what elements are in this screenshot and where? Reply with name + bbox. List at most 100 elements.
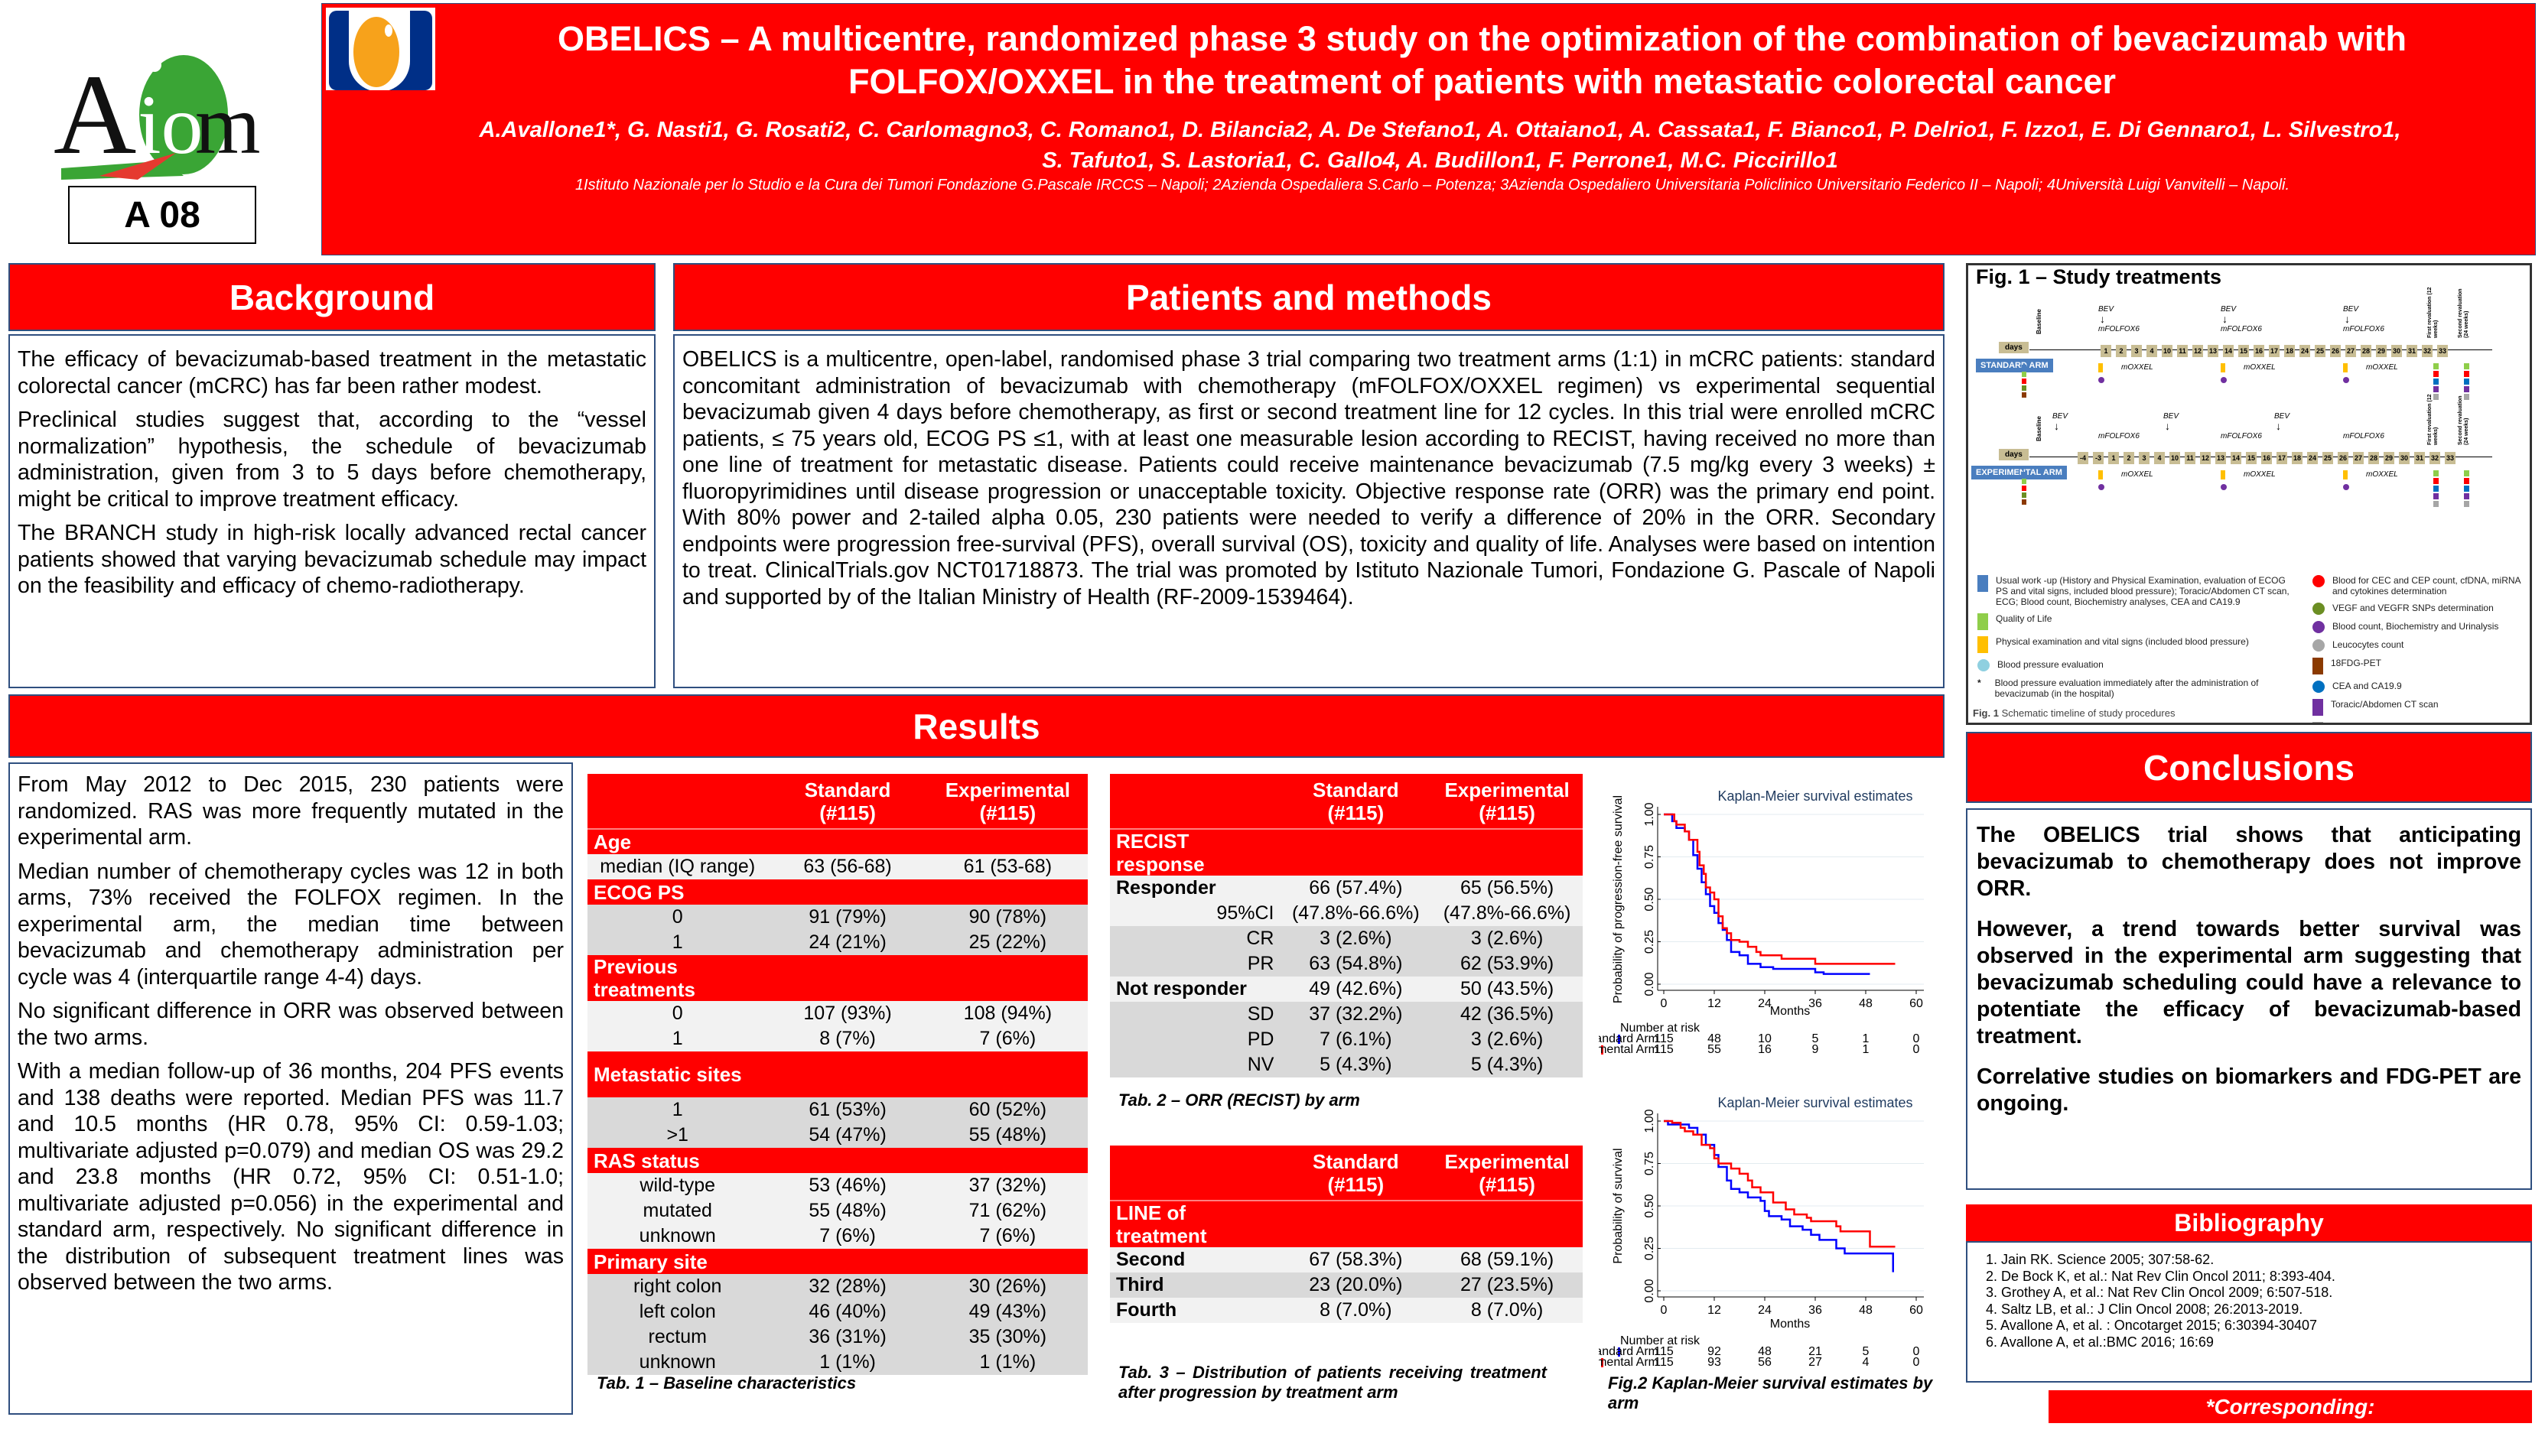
risk-count: 0 — [1913, 1356, 1920, 1369]
standard-value: 3 (2.6%) — [1280, 926, 1432, 951]
moxxel-label: mOXXEL — [2244, 363, 2276, 372]
day-box: 27 — [2345, 345, 2356, 357]
y-tick-label: 1.00 — [1643, 802, 1656, 826]
table-section-row: ECOG PS — [587, 879, 1088, 905]
conclusion-paragraph: The OBELICS trial shows that anticipatin… — [1977, 823, 2521, 901]
table-row: CR 3 (2.6%) 3 (2.6%) — [1110, 926, 1583, 951]
table-row: Responder 66 (57.4%) 65 (56.5%) — [1110, 876, 1583, 901]
experimental-value: 65 (56.5%) — [1431, 876, 1583, 901]
day-box: 30 — [2391, 345, 2402, 357]
y-tick-label: 0.50 — [1643, 887, 1656, 911]
day-box: 15 — [2238, 345, 2249, 357]
table-row: 95%CI (47.8%-66.6%) (47.8%-66.6%) — [1110, 901, 1583, 926]
moxxel-label: mOXXEL — [2366, 363, 2398, 372]
standard-value: 37 (32.2%) — [1280, 1002, 1432, 1027]
table-row: 1 24 (21%) 25 (22%) — [587, 930, 1088, 955]
column-header: Experimental (#115) — [927, 774, 1088, 830]
bev-label: BEV — [2163, 412, 2179, 421]
experimental-value: 3 (2.6%) — [1431, 1027, 1583, 1052]
x-tick-label: 60 — [1909, 997, 1923, 1010]
background-paragraph: The efficacy of bevacizumab-based treatm… — [18, 347, 646, 398]
y-tick-label: 0.25 — [1643, 930, 1656, 954]
table-row: Second 67 (58.3%) 68 (59.1%) — [1110, 1247, 1583, 1272]
day-box: 11 — [2177, 345, 2188, 357]
legend-item: Physical examination and vital signs (in… — [1977, 636, 2299, 653]
square-marker-icon — [1977, 636, 1988, 653]
legend-item: 18FDG-PET — [2312, 658, 2530, 674]
km-pfs-chart: Kaplan-Meier survival estimates 0.00 0.25 0… — [1562, 784, 1951, 1067]
day-box: -4 — [2078, 452, 2088, 464]
baseline-marker — [2022, 372, 2026, 377]
fig1-study-treatments: Fig. 1 – Study treatments STANDARD ARM da… — [1966, 263, 2532, 725]
mfolfox6-label: mFOLFOX6 — [2221, 432, 2262, 440]
column-header: Experimental (#115) — [1431, 774, 1583, 830]
table-row: >1 54 (47%) 55 (48%) — [587, 1123, 1088, 1148]
standard-value: 54 (47%) — [767, 1123, 928, 1148]
bev-label: BEV — [2098, 305, 2114, 314]
institution-logo — [326, 8, 435, 92]
experimental-value: 7 (6%) — [927, 1026, 1088, 1051]
risk-count: 48 — [1707, 1032, 1721, 1045]
table-row: PR 63 (54.8%) 62 (53.9%) — [1110, 951, 1583, 977]
experimental-value: 68 (59.1%) — [1431, 1247, 1583, 1272]
bibliography-item: 2. De Bock K, et al.: Nat Rev Clin Oncol… — [1986, 1268, 2335, 1284]
risk-count: 92 — [1707, 1345, 1721, 1358]
authors-line1: A.Avallone1*, G. Nasti1, G. Rosati2, C. … — [479, 118, 2401, 142]
table-section-row: Metastatic sites — [587, 1051, 1088, 1097]
table-header-row: Standard (#115) Experimental (#115) — [1110, 774, 1583, 830]
day-box: 13 — [2215, 452, 2226, 464]
conclusions-header: Conclusions — [1966, 732, 2532, 803]
risk-count: 16 — [1758, 1043, 1772, 1056]
evaluation-marker — [2433, 386, 2439, 392]
row-label: 1 — [587, 930, 768, 955]
risk-series-name: Experimental Arm — [1599, 1043, 1658, 1056]
baseline-marker — [2022, 479, 2026, 484]
day-box: 16 — [2254, 345, 2264, 357]
section-label: ECOG PS — [587, 879, 1088, 905]
experimental-value: 1 (1%) — [927, 1350, 1088, 1375]
standard-value: 36 (31%) — [767, 1324, 928, 1350]
table-row: unknown 7 (6%) 7 (6%) — [587, 1224, 1088, 1249]
standard-value: 91 (79%) — [767, 905, 928, 930]
baseline-marker — [2022, 472, 2026, 477]
y-axis-label: Probability of progression-free survival — [1612, 795, 1625, 1003]
standard-value: 53 (46%) — [767, 1173, 928, 1198]
table-row: right colon 32 (28%) 30 (26%) — [587, 1274, 1088, 1299]
table-section-row: LINE of treatment — [1110, 1201, 1583, 1247]
legend-item: Leucocytes count — [2312, 639, 2530, 652]
day-box: 2 — [2124, 452, 2134, 464]
risk-count: 1 — [1863, 1043, 1870, 1056]
evaluation-marker — [2433, 363, 2439, 369]
evaluation-marker — [2433, 470, 2439, 476]
legend-label: VEGF and VEGFR SNPs determination — [2332, 603, 2494, 613]
row-label: mutated — [587, 1198, 768, 1224]
x-axis-label: Months — [1770, 1318, 1810, 1331]
standard-value: 107 (93%) — [767, 1001, 928, 1026]
experimental-value: 30 (26%) — [927, 1274, 1088, 1299]
day-box: 26 — [2330, 345, 2341, 357]
evaluation-marker — [2464, 493, 2469, 499]
y-tick-label: 0.75 — [1643, 845, 1656, 869]
day-box: 16 — [2261, 452, 2272, 464]
experimental-value: 8 (7.0%) — [1431, 1298, 1583, 1323]
circle-marker-icon — [2312, 681, 2325, 693]
risk-count: 0 — [1913, 1043, 1920, 1056]
table-row: 0 107 (93%) 108 (94%) — [587, 1001, 1088, 1026]
row-label: >1 — [587, 1123, 768, 1148]
section-label: Previous treatments — [587, 955, 768, 1001]
legend-item: VEGF and VEGFR SNPs determination — [2312, 603, 2530, 615]
legend-label: Blood pressure evaluation immediately af… — [1994, 678, 2259, 699]
row-label: 0 — [587, 1001, 768, 1026]
chart-title: Kaplan-Meier survival estimates — [1717, 788, 1912, 804]
section-label: Age — [587, 829, 1088, 854]
row-label: CR — [1110, 926, 1281, 951]
row-label: 0 — [587, 905, 768, 930]
standard-value: 61 (53%) — [767, 1097, 928, 1123]
bev-label: BEV — [2221, 305, 2237, 314]
legend-label: Physical examination and vital signs (in… — [1996, 636, 2249, 647]
square-marker-icon — [2312, 722, 2323, 723]
risk-series-name: Standard Arm — [1599, 1032, 1658, 1045]
moxxel-label: mOXXEL — [2244, 470, 2276, 479]
day-box: 31 — [2407, 345, 2417, 357]
table-row: PD 7 (6.1%) 3 (2.6%) — [1110, 1027, 1583, 1052]
